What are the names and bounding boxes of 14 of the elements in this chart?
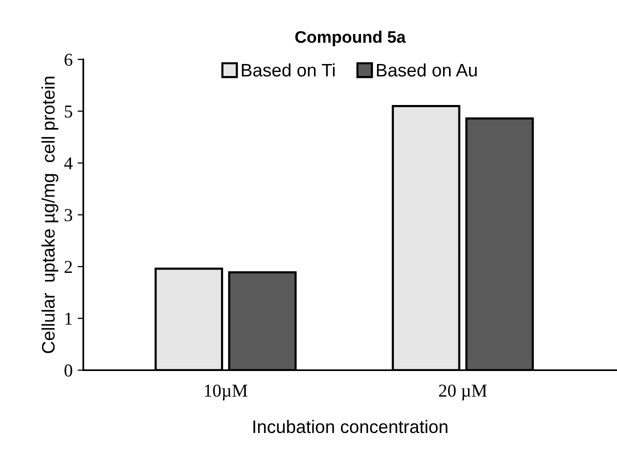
- y-tick-label: 1: [65, 312, 72, 325]
- y-axis-title: Cellular uptake µg/mg cell protein: [41, 76, 58, 354]
- legend-label: Based on Ti: [242, 63, 335, 77]
- x-tick-label: 10µM: [204, 384, 248, 400]
- legend-label: Based on Au: [376, 63, 477, 77]
- y-tick-label: 5: [64, 106, 72, 118]
- x-axis-title: Incubation concentration: [253, 420, 448, 434]
- y-tick-label: 3: [64, 209, 72, 222]
- y-tick-label: 0: [64, 364, 72, 377]
- y-tick-label: 2: [64, 260, 72, 273]
- chart-title: Compound 5a: [295, 30, 406, 46]
- x-tick-label: 20 µM: [439, 384, 487, 400]
- y-tick-label: 6: [64, 54, 72, 66]
- y-tick-label: 4: [64, 157, 73, 170]
